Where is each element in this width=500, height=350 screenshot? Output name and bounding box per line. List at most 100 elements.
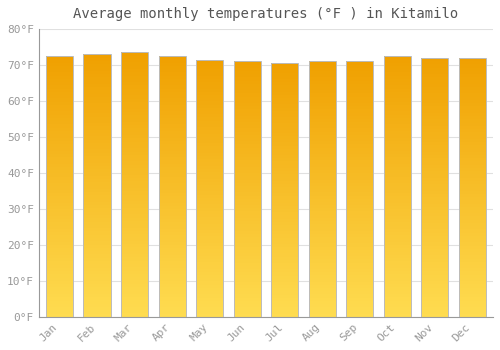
Bar — [271, 292, 298, 295]
Bar — [158, 98, 186, 101]
Bar — [422, 119, 448, 122]
Bar — [158, 177, 186, 180]
Bar — [234, 170, 260, 173]
Bar — [459, 281, 486, 285]
Bar — [459, 116, 486, 119]
Bar — [46, 255, 73, 258]
Bar — [422, 246, 448, 249]
Bar — [46, 131, 73, 134]
Bar — [459, 64, 486, 68]
Bar — [234, 250, 260, 253]
Bar — [158, 245, 186, 248]
Bar — [84, 281, 110, 284]
Bar — [84, 307, 110, 310]
Bar — [422, 203, 448, 207]
Bar — [46, 203, 73, 206]
Bar — [121, 241, 148, 244]
Bar — [234, 224, 260, 228]
Bar — [308, 211, 336, 215]
Bar — [308, 272, 336, 275]
Bar — [346, 61, 374, 65]
Bar — [121, 300, 148, 303]
Bar — [422, 304, 448, 307]
Bar — [384, 268, 411, 271]
Bar — [384, 66, 411, 69]
Bar — [121, 214, 148, 218]
Bar — [121, 102, 148, 105]
Bar — [84, 225, 110, 228]
Bar — [84, 176, 110, 179]
Bar — [196, 188, 223, 191]
Bar — [346, 160, 374, 163]
Bar — [121, 237, 148, 241]
Bar — [84, 314, 110, 317]
Bar — [384, 252, 411, 255]
Bar — [459, 129, 486, 132]
Bar — [196, 307, 223, 310]
Bar — [234, 285, 260, 288]
Bar — [459, 77, 486, 80]
Bar — [271, 193, 298, 196]
Bar — [84, 179, 110, 182]
Bar — [234, 275, 260, 279]
Bar — [158, 102, 186, 105]
Bar — [384, 59, 411, 63]
Bar — [196, 95, 223, 98]
Bar — [308, 208, 336, 211]
Bar — [346, 307, 374, 310]
Bar — [121, 69, 148, 72]
Bar — [121, 314, 148, 317]
Bar — [121, 76, 148, 79]
Bar — [84, 61, 110, 64]
Bar — [234, 199, 260, 202]
Bar — [158, 242, 186, 245]
Bar — [384, 170, 411, 173]
Bar — [121, 175, 148, 178]
Bar — [422, 168, 448, 171]
Bar — [271, 98, 298, 101]
Bar — [308, 215, 336, 218]
Bar — [84, 241, 110, 245]
Bar — [271, 304, 298, 307]
Bar — [234, 186, 260, 189]
Bar — [459, 223, 486, 226]
Bar — [158, 89, 186, 92]
Bar — [196, 146, 223, 150]
Bar — [158, 232, 186, 235]
Bar — [196, 195, 223, 198]
Bar — [346, 65, 374, 68]
Bar — [346, 138, 374, 141]
Bar — [84, 271, 110, 274]
Bar — [158, 225, 186, 229]
Bar — [271, 231, 298, 235]
Bar — [196, 98, 223, 102]
Bar — [459, 307, 486, 310]
Bar — [234, 314, 260, 317]
Bar — [271, 111, 298, 114]
Bar — [84, 195, 110, 199]
Bar — [121, 82, 148, 85]
Bar — [84, 297, 110, 300]
Bar — [346, 310, 374, 314]
Bar — [196, 285, 223, 288]
Bar — [422, 113, 448, 116]
Bar — [308, 310, 336, 314]
Bar — [459, 139, 486, 142]
Bar — [121, 148, 148, 152]
Bar — [308, 80, 336, 84]
Bar — [308, 119, 336, 122]
Bar — [196, 159, 223, 162]
Bar — [459, 294, 486, 298]
Bar — [121, 119, 148, 122]
Bar — [121, 261, 148, 264]
Bar — [84, 93, 110, 97]
Bar — [46, 144, 73, 147]
Bar — [158, 209, 186, 212]
Bar — [384, 98, 411, 101]
Bar — [422, 272, 448, 275]
Bar — [84, 87, 110, 90]
Bar — [422, 171, 448, 174]
Bar — [158, 92, 186, 95]
Bar — [84, 254, 110, 258]
Bar — [459, 155, 486, 158]
